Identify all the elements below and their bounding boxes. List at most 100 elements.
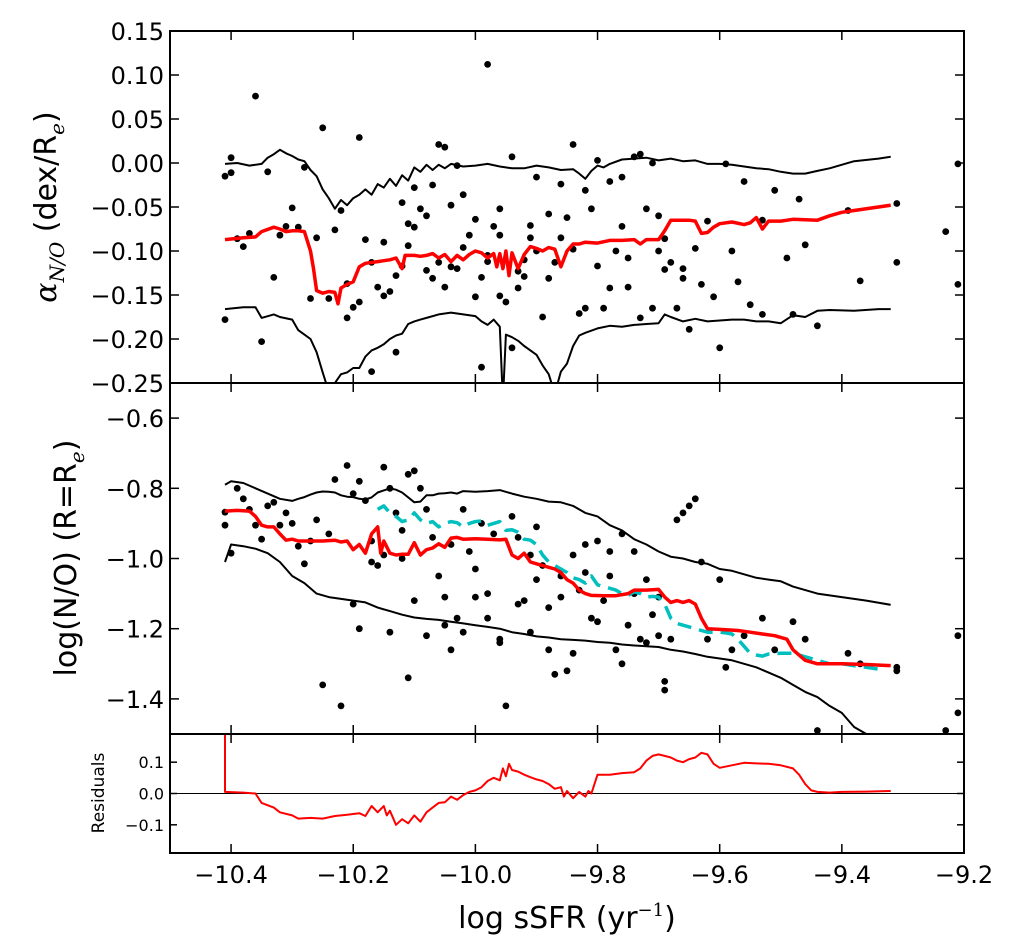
y-tick-label: −0.8 <box>106 475 164 503</box>
y-tick-label: 0.10 <box>111 62 164 90</box>
top-data-point <box>410 184 418 192</box>
top-data-point <box>246 230 253 237</box>
top-data-point <box>893 200 901 207</box>
top-data-point <box>227 154 235 162</box>
middle-data-point <box>514 600 522 608</box>
top-data-point <box>221 316 229 323</box>
top-data-point <box>710 293 717 301</box>
top-data-point <box>496 292 504 300</box>
top-data-point <box>404 242 412 250</box>
top-data-point <box>368 368 375 375</box>
middle-data-point <box>636 635 644 643</box>
top-data-point <box>520 273 528 280</box>
middle-data-point <box>331 476 339 483</box>
top-data-point <box>716 344 724 352</box>
chart-content <box>170 61 964 826</box>
middle-data-point <box>594 618 601 626</box>
middle-data-point <box>386 628 394 636</box>
top-data-point <box>343 314 351 322</box>
middle-data-point <box>502 702 510 710</box>
bottom-y-axis-title: Residuals <box>89 753 109 834</box>
y-tick-label: 0.05 <box>111 106 164 134</box>
x-tick-label: −9.6 <box>691 861 749 889</box>
y-tick-label: −0.15 <box>90 282 164 310</box>
middle-data-point <box>423 632 430 640</box>
x-tick-label: −10.0 <box>439 861 513 889</box>
top-data-point <box>624 283 632 291</box>
middle-data-point <box>447 646 455 654</box>
top-data-point <box>435 141 443 148</box>
middle-data-point <box>404 674 412 682</box>
top-data-point <box>679 265 687 272</box>
top-data-point <box>624 254 632 262</box>
top-data-point <box>728 247 736 255</box>
y-tick-label: −0.05 <box>90 194 164 222</box>
residual-line <box>224 734 891 826</box>
middle-data-point <box>942 727 950 734</box>
top-data-point <box>423 267 430 274</box>
middle-data-point <box>759 614 766 622</box>
top-data-point <box>496 231 504 239</box>
top-data-point <box>380 238 388 246</box>
top-data-point <box>447 201 455 209</box>
top-data-point <box>508 153 516 161</box>
top-data-point <box>533 173 540 181</box>
middle-data-point <box>355 477 363 485</box>
middle-data-point <box>435 572 443 580</box>
top-data-point <box>270 274 278 281</box>
top-data-point <box>942 228 950 236</box>
middle-data-point <box>484 590 491 597</box>
y-tick-label: 0.0 <box>139 785 164 804</box>
top-data-point <box>429 274 436 282</box>
top-data-point <box>258 338 265 345</box>
y-tick-label: −1.4 <box>106 686 164 714</box>
top-lower-envelope <box>224 306 891 383</box>
middle-data-point <box>893 663 901 671</box>
middle-data-point <box>325 530 333 538</box>
y-tick-label: 0.00 <box>111 150 164 178</box>
top-data-point <box>423 212 430 220</box>
middle-data-point <box>349 490 357 497</box>
middle-data-point <box>319 681 327 689</box>
top-data-point <box>545 274 553 282</box>
top-data-point <box>264 168 272 176</box>
middle-data-point <box>264 502 272 510</box>
middle-data-point <box>679 509 687 517</box>
top-data-point <box>239 243 247 251</box>
top-data-point <box>404 220 412 228</box>
middle-data-point <box>282 509 290 517</box>
top-data-point <box>392 348 400 356</box>
middle-data-point <box>655 632 662 640</box>
middle-data-point <box>667 635 675 643</box>
middle-running-median <box>224 508 891 668</box>
middle-data-point <box>508 513 516 520</box>
top-data-point <box>496 205 504 213</box>
top-data-point <box>649 304 656 312</box>
middle-data-point <box>588 614 595 622</box>
top-data-point <box>392 272 400 279</box>
top-data-point <box>337 207 345 214</box>
middle-data-point <box>423 506 430 513</box>
middle-data-point <box>337 702 345 710</box>
top-data-point <box>655 247 662 255</box>
top-data-point <box>459 191 467 199</box>
middle-data-point <box>398 527 406 534</box>
axis-labels: −0.25 −0.20 −0.15 −0.10 −0.05 0.00 0.05 0.10 0.1… <box>90 18 993 889</box>
top-data-point <box>398 199 406 207</box>
top-data-point <box>545 210 553 218</box>
top-data-point <box>319 124 327 132</box>
top-data-point <box>655 212 662 220</box>
middle-panel-frame <box>169 382 965 735</box>
top-data-point <box>606 284 614 292</box>
middle-lower-envelope <box>224 543 891 734</box>
middle-data-point <box>252 521 259 529</box>
middle-data-point <box>618 660 626 668</box>
top-data-point <box>606 178 614 185</box>
top-data-point <box>472 293 479 301</box>
top-data-point <box>301 164 308 171</box>
middle-data-point <box>661 686 669 694</box>
y-tick-label: −1.0 <box>106 546 164 574</box>
top-upper-envelope <box>224 148 891 210</box>
middle-data-point <box>606 548 614 555</box>
y-tick-label: −0.1 <box>125 816 164 835</box>
